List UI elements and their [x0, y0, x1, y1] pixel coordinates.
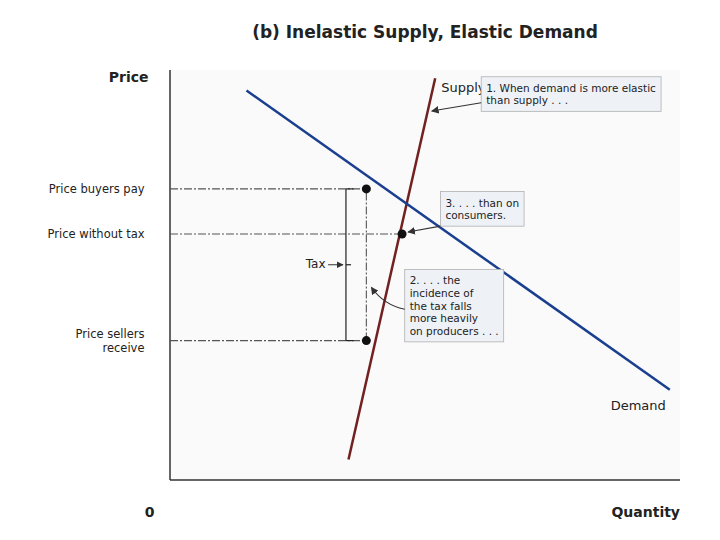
series-line	[349, 78, 436, 459]
annotation-text: 3. . . . than onconsumers.	[445, 197, 519, 222]
tax-brace	[346, 264, 351, 265]
tax-arrow	[328, 264, 343, 265]
plot-area	[170, 70, 680, 480]
annotation-frame	[405, 269, 504, 341]
annotation-frame	[440, 192, 524, 227]
price-guide	[170, 340, 366, 341]
x-axis-label: Quantity	[611, 504, 680, 520]
annotation-frame	[481, 77, 661, 112]
annotation-text: 1. When demand is more elasticthan suppl…	[486, 82, 656, 107]
price-label: Price without tax	[48, 227, 145, 241]
equilibrium-dot	[362, 336, 371, 345]
series-label: Demand	[611, 398, 666, 413]
chart: (b) Inelastic Supply, Elastic Demand Pric…	[0, 0, 720, 540]
equilibrium-dot	[362, 184, 371, 193]
origin-label: 0	[145, 504, 155, 520]
price-guide	[170, 188, 366, 189]
annotation-arrow	[432, 103, 481, 111]
annotation-arrow	[371, 287, 404, 309]
annotation-box: 1. When demand is more elasticthan suppl…	[481, 77, 661, 112]
title: (b) Inelastic Supply, Elastic Demand	[252, 22, 598, 42]
data-group	[170, 78, 670, 459]
annotation-arrow	[408, 226, 440, 232]
tax-label: Tax	[305, 257, 326, 271]
annotation-text: 2. . . . theincidence ofthe tax fallsmor…	[410, 274, 499, 336]
series-label: Supply	[441, 80, 486, 95]
annotation-box: 2. . . . theincidence ofthe tax fallsmor…	[405, 269, 504, 341]
y-axis-label: Price	[109, 69, 149, 85]
tax-brace	[346, 340, 354, 341]
annotation-box: 3. . . . than onconsumers.	[440, 192, 524, 227]
price-label: Price sellersreceive	[76, 327, 145, 355]
tax-wedge	[366, 189, 367, 341]
series-line	[247, 91, 670, 390]
equilibrium-dot	[398, 230, 407, 239]
tax-brace	[346, 188, 354, 189]
price-label: Price buyers pay	[49, 182, 145, 196]
x-axis-line	[170, 479, 680, 481]
price-guide	[170, 233, 402, 234]
y-axis-line	[169, 70, 171, 480]
